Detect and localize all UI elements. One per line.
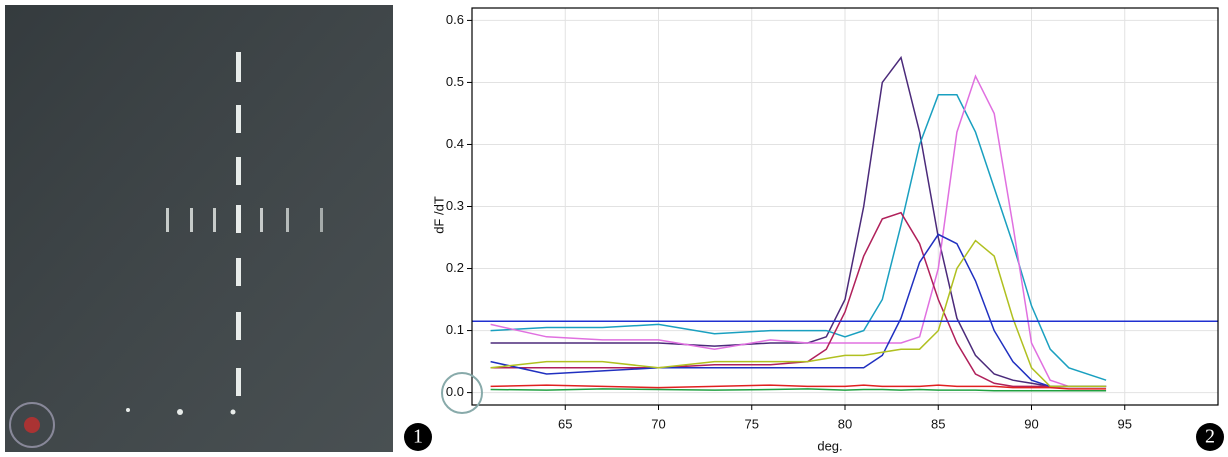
x-tick-label: 95: [1118, 416, 1132, 431]
x-tick-label: 65: [558, 416, 572, 431]
x-tick-label: 70: [651, 416, 665, 431]
y-tick-label: 0.5: [446, 74, 464, 89]
figure: dF /dT deg. 65 70 75 80 85 90 95 0.0 0.1 0.2 0.3 0.…: [0, 0, 1228, 457]
y-tick-label: 0.0: [446, 384, 464, 399]
panel-label: 2: [1205, 426, 1215, 448]
melt-chart: dF /dT deg. 65 70 75 80 85 90 95 0.0 0.1 0.2 0.3 0.…: [431, 8, 1218, 453]
x-tick-label: 90: [1024, 416, 1038, 431]
panel-label-1: 1: [404, 423, 432, 451]
y-tick-label: 0.6: [446, 12, 464, 27]
panel-label-2: 2: [1196, 423, 1224, 451]
x-tick-label: 85: [931, 416, 945, 431]
y-axis-label: dF /dT: [431, 196, 446, 234]
x-tick-label: 80: [838, 416, 852, 431]
y-tick-label: 0.1: [446, 322, 464, 337]
x-axis-label: deg.: [817, 438, 842, 453]
y-tick-label: 0.4: [446, 136, 464, 151]
x-tick-label: 75: [745, 416, 759, 431]
y-tick-label: 0.2: [446, 260, 464, 275]
gel-image: [5, 5, 393, 452]
y-tick-label: 0.3: [446, 198, 464, 213]
panel-label: 1: [413, 426, 423, 448]
